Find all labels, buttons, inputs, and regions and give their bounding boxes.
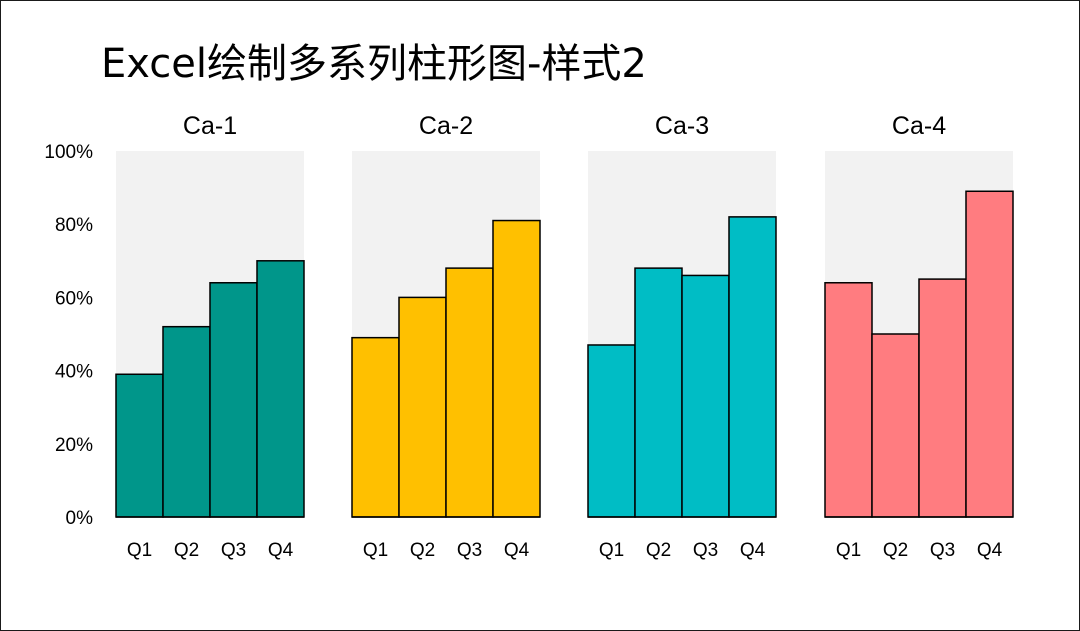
- y-tick-label: 40%: [55, 362, 93, 383]
- panel-2: Ca-2 Q1 Q2 Q3 Q4: [351, 112, 541, 561]
- bar: [871, 333, 920, 518]
- y-tick-label: 20%: [55, 435, 93, 456]
- x-tick-label: Q4: [504, 540, 530, 561]
- x-tick-label: Q3: [221, 540, 246, 561]
- x-tick-label: Q1: [127, 540, 152, 561]
- panel-title: Ca-4: [892, 112, 946, 140]
- bar: [587, 344, 636, 518]
- x-tick-label: Q2: [646, 540, 671, 561]
- panel-4: Ca-4 Q1 Q2 Q3 Q4: [824, 112, 1014, 561]
- x-tick-label: Q1: [599, 540, 624, 561]
- y-tick-label: 0%: [66, 508, 94, 529]
- bar: [728, 216, 777, 518]
- x-tick-label: Q3: [930, 540, 955, 561]
- panel-title: Ca-3: [655, 112, 709, 140]
- bar: [115, 373, 164, 518]
- x-tick-label: Q2: [410, 540, 435, 561]
- bar: [965, 190, 1014, 518]
- y-axis: 0% 20% 40% 60% 80% 100%: [44, 142, 93, 529]
- bar: [492, 219, 541, 518]
- x-tick-label: Q2: [174, 540, 199, 561]
- bar: [445, 267, 494, 518]
- panel-title: Ca-2: [419, 112, 473, 140]
- x-tick-label: Q3: [693, 540, 718, 561]
- chart-title: Excel绘制多系列柱形图-样式2: [101, 41, 647, 87]
- panel-title: Ca-1: [183, 112, 237, 140]
- x-tick-label: Q1: [836, 540, 861, 561]
- x-tick-label: Q4: [977, 540, 1003, 561]
- x-tick-label: Q2: [883, 540, 908, 561]
- bar: [209, 282, 258, 518]
- x-tick-label: Q1: [363, 540, 388, 561]
- bar: [824, 282, 873, 518]
- bar: [681, 274, 730, 518]
- bar: [351, 336, 400, 518]
- bar: [634, 267, 683, 518]
- bar: [256, 260, 305, 518]
- bar: [918, 278, 967, 518]
- x-tick-label: Q4: [740, 540, 766, 561]
- panel-1: Ca-1 Q1 Q2 Q3 Q4: [115, 112, 305, 561]
- y-tick-label: 60%: [55, 288, 93, 309]
- bar: [398, 296, 447, 518]
- x-tick-label: Q4: [268, 540, 294, 561]
- y-tick-label: 80%: [55, 215, 93, 236]
- y-tick-label: 100%: [44, 142, 93, 163]
- panel-3: Ca-3 Q1 Q2 Q3 Q4: [587, 112, 777, 561]
- bar: [162, 325, 211, 518]
- x-tick-label: Q3: [457, 540, 482, 561]
